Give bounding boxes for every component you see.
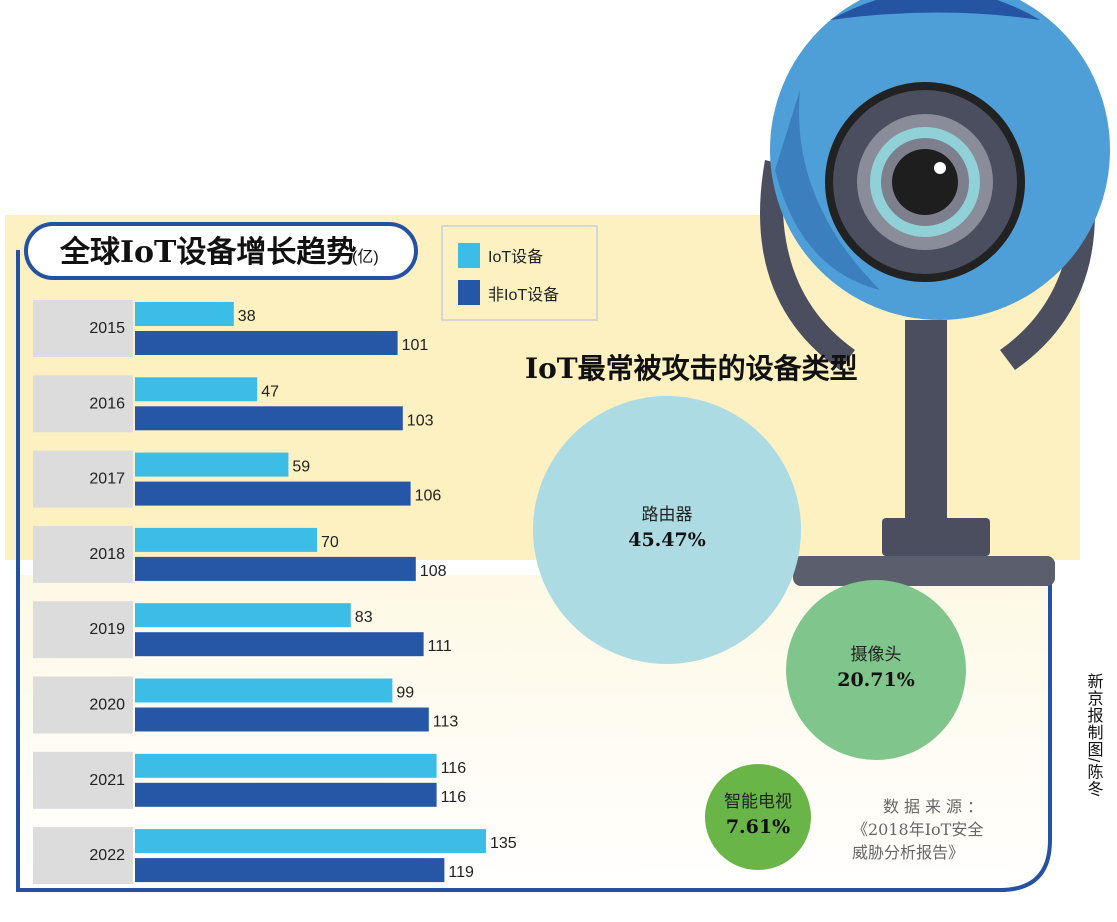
year-label: 2020 [89, 697, 125, 714]
bar-chart-title: 全球IoT设备增长趋势 [59, 235, 356, 270]
year-label: 2021 [89, 772, 125, 789]
bar-iot [135, 452, 289, 477]
data-label: 108 [420, 563, 447, 580]
year-label-box [33, 450, 133, 508]
bar-non-iot [135, 556, 416, 581]
bar-non-iot [135, 481, 411, 506]
year-label: 2015 [89, 320, 125, 337]
bar-chart-unit: (亿) [352, 248, 379, 266]
year-label-box [33, 601, 133, 659]
bubble-label: 摄像头 [851, 645, 902, 664]
data-label: 70 [321, 534, 339, 551]
bubble-label: 路由器 [642, 505, 693, 524]
bar-iot [135, 678, 393, 703]
title-pill [24, 222, 418, 280]
data-label: 47 [261, 383, 279, 400]
legend-label-non-iot: 非IoT设备 [488, 286, 559, 304]
bubble-2 [705, 764, 811, 870]
legend-swatch-iot [458, 243, 480, 268]
bubble-value: 20.71% [837, 669, 915, 691]
bubble-0 [533, 396, 801, 664]
bar-non-iot [135, 782, 437, 807]
bar-iot [135, 829, 486, 854]
data-label: 119 [448, 864, 474, 881]
bar-non-iot [135, 331, 398, 355]
source-line-1: 《2018年IoT安全 [852, 820, 983, 839]
legend [441, 225, 598, 321]
year-label-box [33, 751, 133, 809]
bar-non-iot [135, 707, 429, 732]
source-label: 数据来源： [883, 797, 988, 816]
year-label-box [33, 300, 133, 357]
webcam-icon [760, 0, 1110, 586]
legend-label-iot: IoT设备 [488, 248, 543, 266]
bar-iot [135, 377, 258, 402]
year-label-box [33, 827, 133, 885]
year-label: 2016 [89, 395, 125, 412]
bar-non-iot [135, 632, 424, 657]
data-label: 116 [441, 760, 467, 777]
year-label: 2018 [89, 546, 125, 563]
year-label: 2017 [89, 471, 125, 488]
bar-non-iot [135, 858, 445, 883]
data-label: 116 [441, 789, 467, 806]
credit: 新京报制图/陈冬 [1085, 673, 1104, 797]
bar-non-iot [135, 406, 403, 431]
data-label: 38 [238, 308, 256, 325]
year-label: 2022 [89, 847, 125, 864]
bubble-value: 45.47% [628, 529, 706, 551]
data-label: 106 [415, 488, 442, 505]
data-label: 111 [428, 638, 452, 655]
data-label: 103 [407, 412, 434, 429]
year-label-box [33, 676, 133, 734]
data-label: 101 [402, 337, 429, 354]
bar-iot [135, 302, 234, 326]
data-label: 135 [490, 835, 517, 852]
source-line-2: 威胁分析报告》 [852, 843, 964, 862]
legend-swatch-non-iot [458, 280, 480, 305]
panel-border [16, 250, 1052, 892]
bar-iot [135, 753, 437, 778]
data-label: 99 [396, 685, 414, 702]
year-label-box [33, 525, 133, 583]
data-label: 113 [433, 714, 459, 731]
bubble-1 [786, 580, 966, 760]
data-label: 83 [355, 609, 373, 626]
bar-iot [135, 527, 317, 552]
bar-iot [135, 603, 351, 628]
bubble-chart-title: IoT最常被攻击的设备类型 [525, 352, 858, 385]
year-label-box [33, 375, 133, 433]
data-label: 59 [292, 459, 310, 476]
year-label: 2019 [89, 621, 125, 638]
bubble-value: 7.61% [726, 816, 790, 838]
bubble-label: 智能电视 [724, 792, 792, 811]
